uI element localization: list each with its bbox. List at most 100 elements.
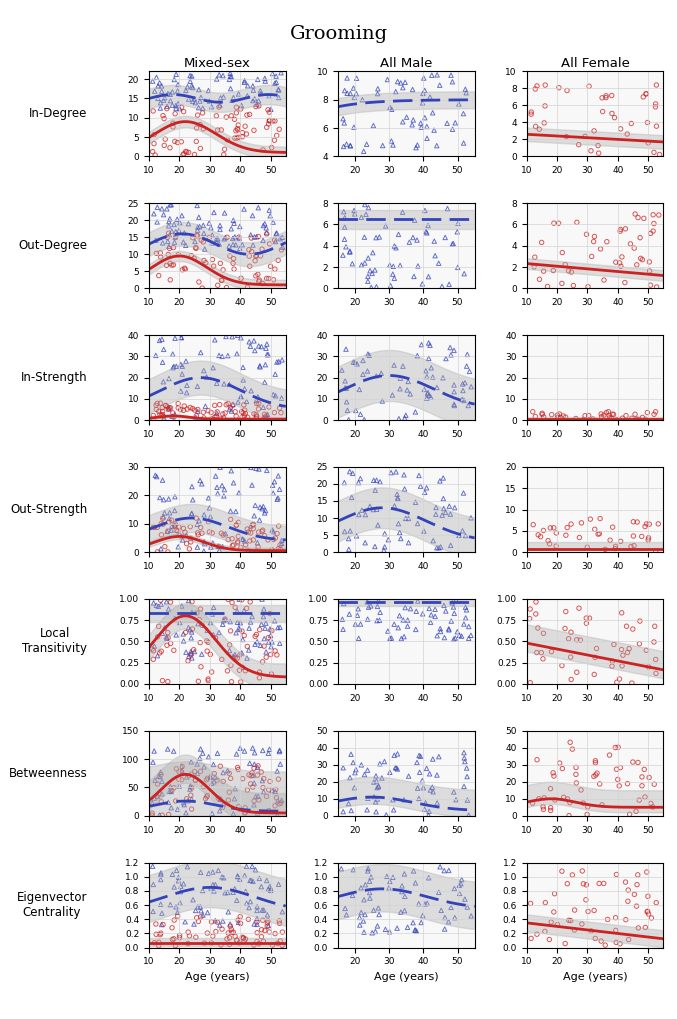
Point <box>176 133 187 150</box>
Point <box>154 267 165 283</box>
Point <box>237 236 248 253</box>
Point <box>540 895 551 911</box>
Point <box>615 533 626 549</box>
Point <box>230 236 241 253</box>
Point <box>582 799 593 815</box>
Point <box>215 917 225 933</box>
Point <box>345 769 355 786</box>
Point <box>257 275 268 291</box>
Point <box>169 930 179 947</box>
Point <box>184 927 195 944</box>
Point <box>630 206 640 222</box>
Point <box>218 773 229 790</box>
Point <box>441 115 452 131</box>
Point <box>400 511 411 527</box>
Point <box>573 600 584 616</box>
Point <box>248 521 259 537</box>
Point <box>223 531 234 547</box>
Point <box>261 224 272 240</box>
Point <box>349 780 359 796</box>
Point <box>185 73 196 90</box>
Point <box>640 519 651 535</box>
Point <box>219 376 230 392</box>
Point <box>260 357 271 373</box>
Point <box>458 105 469 121</box>
Point <box>590 649 600 665</box>
Point <box>374 229 385 246</box>
Point <box>156 916 167 932</box>
Point <box>258 142 269 158</box>
Point <box>445 346 456 363</box>
Point <box>545 781 556 797</box>
Point <box>151 401 162 418</box>
Point <box>240 118 250 135</box>
Point <box>244 242 255 258</box>
Point <box>205 646 216 662</box>
Point <box>248 517 259 533</box>
Point <box>188 642 199 658</box>
Point <box>594 775 605 792</box>
Point <box>607 519 618 535</box>
Point <box>198 225 209 242</box>
Point <box>252 805 263 821</box>
Point <box>564 807 575 823</box>
Point <box>166 512 177 528</box>
Point <box>545 800 556 816</box>
Point <box>339 524 350 540</box>
Point <box>554 406 565 422</box>
Point <box>217 921 227 937</box>
Point <box>218 764 229 781</box>
Point <box>371 772 382 789</box>
Point <box>164 511 175 527</box>
Point <box>597 103 608 119</box>
Point <box>217 272 227 288</box>
Point <box>275 932 286 949</box>
Point <box>213 862 223 878</box>
Point <box>653 516 663 532</box>
Point <box>167 405 178 421</box>
Point <box>408 863 419 879</box>
Point <box>171 98 181 114</box>
Point <box>206 234 217 251</box>
Point <box>248 532 259 548</box>
Point <box>624 806 635 822</box>
Point <box>268 272 279 288</box>
Point <box>150 772 160 789</box>
Point <box>173 76 183 93</box>
Point <box>408 268 419 284</box>
Point <box>206 606 217 623</box>
Point <box>617 657 628 674</box>
Point <box>245 338 256 355</box>
Point <box>628 621 638 637</box>
Point <box>248 406 259 422</box>
Point <box>357 502 368 519</box>
Point <box>566 264 577 280</box>
Point <box>604 408 615 424</box>
Point <box>170 937 181 954</box>
Point <box>560 621 571 637</box>
Point <box>610 910 621 926</box>
Point <box>168 360 179 376</box>
Point <box>439 862 450 878</box>
Point <box>350 403 361 419</box>
Point <box>202 925 213 942</box>
Point <box>221 396 232 413</box>
Point <box>447 73 458 90</box>
Point <box>154 934 165 951</box>
Point <box>155 764 166 781</box>
Point <box>254 512 265 528</box>
Point <box>590 521 600 537</box>
Point <box>648 207 659 223</box>
Point <box>251 395 262 412</box>
Point <box>156 77 167 94</box>
Point <box>165 255 175 271</box>
Point <box>160 397 171 414</box>
Point <box>392 761 403 777</box>
Point <box>185 754 196 770</box>
Point <box>419 381 430 397</box>
Point <box>277 229 288 246</box>
Point <box>571 759 582 775</box>
Point <box>261 220 271 236</box>
Point <box>343 412 354 428</box>
Point <box>385 257 395 273</box>
